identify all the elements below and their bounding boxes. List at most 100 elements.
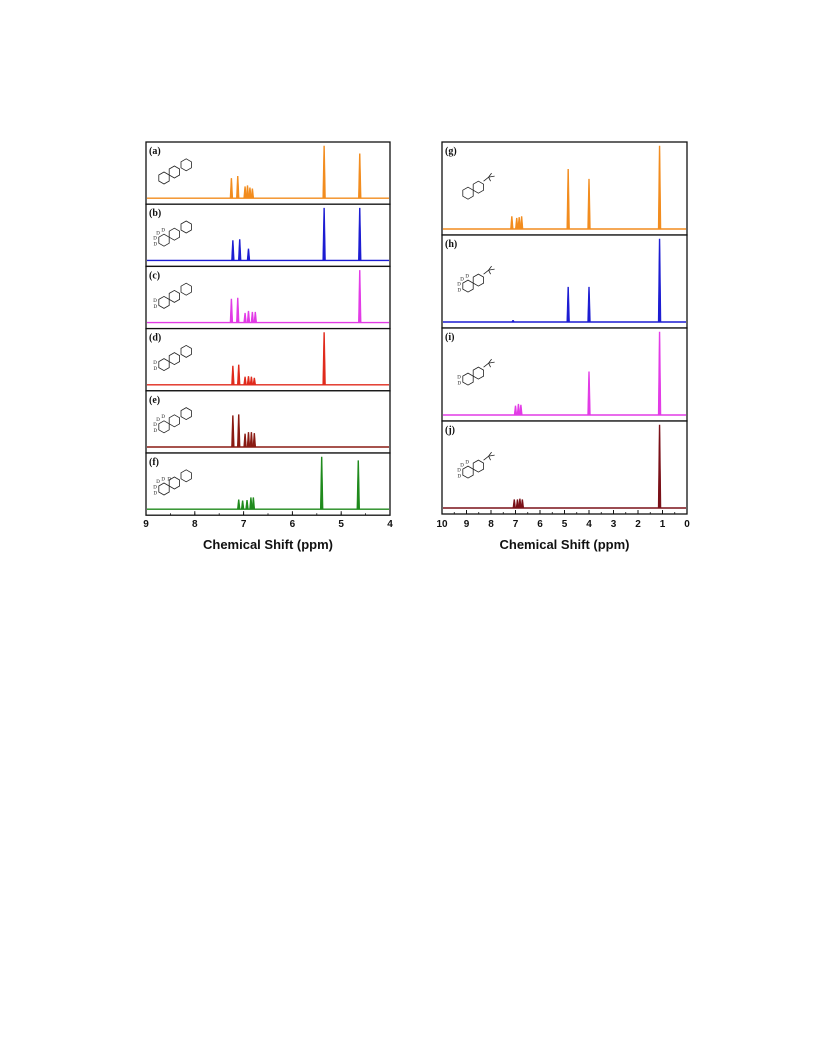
deuterium-label: D bbox=[154, 491, 158, 496]
x-axis-title: Chemical Shift (ppm) bbox=[499, 537, 629, 552]
deuterium-label: D bbox=[153, 423, 157, 428]
spectrum-peak bbox=[231, 365, 235, 385]
panel-frame bbox=[145, 203, 391, 268]
deuterium-label: D bbox=[161, 229, 165, 234]
spectrum-peak bbox=[236, 175, 240, 199]
spectrum-peak bbox=[245, 500, 249, 510]
spectrum-peak bbox=[517, 217, 521, 230]
deuterium-label: D bbox=[457, 469, 461, 474]
x-tick-label: 6 bbox=[290, 519, 296, 530]
spectrum-peak bbox=[249, 432, 254, 448]
spectrum-peak bbox=[510, 216, 514, 230]
deuterium-label: D bbox=[153, 485, 157, 490]
panel-label: (a) bbox=[149, 146, 161, 157]
spectrum-peak bbox=[229, 298, 234, 323]
spectrum-peak bbox=[322, 207, 326, 261]
spectrum-peak bbox=[246, 432, 251, 448]
spectrum-peak bbox=[229, 178, 234, 199]
spectrum-peak bbox=[252, 377, 257, 385]
panel-frame bbox=[145, 265, 391, 330]
panel-label: (h) bbox=[445, 239, 457, 250]
x-tick-label: 7 bbox=[513, 519, 519, 530]
panel-label: (b) bbox=[149, 208, 161, 219]
deuterium-label: D bbox=[161, 415, 165, 420]
deuterium-label: D bbox=[156, 480, 160, 485]
x-tick-label: 8 bbox=[192, 519, 198, 530]
spectrum-panel: (i) DD bbox=[441, 327, 688, 422]
deuterium-label: D bbox=[167, 478, 171, 483]
spectrum-peak bbox=[243, 312, 247, 323]
spectrum-peak bbox=[516, 403, 521, 416]
x-tick-label: 7 bbox=[241, 519, 247, 530]
deuterium-label: D bbox=[156, 418, 160, 423]
panel-frame bbox=[441, 420, 688, 515]
spectrum-peak bbox=[249, 376, 254, 385]
spectrum-peak bbox=[237, 414, 241, 448]
spectrum-peak bbox=[253, 311, 258, 323]
x-tick-label: 3 bbox=[611, 519, 617, 530]
panel-frame bbox=[145, 452, 391, 516]
spectrum-peak bbox=[657, 331, 662, 416]
deuterium-label: D bbox=[156, 231, 160, 236]
spectrum-peak bbox=[358, 153, 362, 199]
spectrum-peak bbox=[657, 145, 662, 230]
spectrum-peak bbox=[250, 188, 255, 199]
spectrum-peak bbox=[237, 499, 241, 510]
spectrum-peak bbox=[248, 187, 252, 199]
spectrum-peak bbox=[237, 364, 241, 385]
spectrum-peak bbox=[246, 310, 251, 323]
spectrum-peak bbox=[322, 145, 326, 199]
deuterium-label: D bbox=[458, 475, 462, 480]
x-tick-label: 4 bbox=[586, 519, 592, 530]
deuterium-label: D bbox=[153, 361, 157, 366]
deuterium-label: D bbox=[457, 376, 461, 381]
spectrum-peak bbox=[250, 311, 255, 323]
spectrum-peak bbox=[243, 433, 247, 448]
spectrum-peak bbox=[587, 371, 591, 416]
panel-frame bbox=[441, 234, 688, 329]
spectrum-peak bbox=[566, 286, 570, 323]
spectrum-peak bbox=[245, 185, 250, 199]
spectrum-peak bbox=[587, 286, 591, 323]
deuterium-label: D bbox=[154, 367, 158, 372]
spectrum-peak bbox=[249, 497, 253, 510]
spectrum-peak bbox=[515, 217, 519, 230]
deuterium-label: D bbox=[154, 305, 158, 310]
spectrum-peak bbox=[243, 376, 247, 385]
panel-label: (f) bbox=[149, 457, 159, 468]
molecule-structure-icon bbox=[158, 158, 192, 185]
x-tick-label: 4 bbox=[387, 519, 393, 530]
spectrum-peak bbox=[566, 168, 570, 230]
spectrum-peak bbox=[520, 499, 525, 509]
panel-label: (c) bbox=[149, 270, 160, 281]
spectrum-peak bbox=[246, 376, 251, 385]
x-tick-label: 10 bbox=[436, 519, 448, 530]
panel-label: (i) bbox=[445, 332, 454, 343]
x-tick-label: 6 bbox=[537, 519, 543, 530]
panel-frame bbox=[145, 327, 391, 392]
deuterium-label: D bbox=[460, 277, 464, 282]
spectrum-peak bbox=[243, 186, 247, 199]
molecule-structure-icon bbox=[462, 172, 495, 200]
spectrum-peak bbox=[319, 456, 324, 510]
spectrum-panel: (g) bbox=[441, 141, 688, 236]
spectrum-peak bbox=[657, 424, 662, 509]
x-tick-label: 5 bbox=[562, 519, 568, 530]
x-tick-label: 9 bbox=[464, 519, 470, 530]
deuterium-label: D bbox=[458, 289, 462, 294]
spectrum-peak bbox=[322, 332, 326, 385]
deuterium-label: D bbox=[465, 461, 469, 466]
spectrum-peak bbox=[356, 460, 360, 510]
spectrum-peak bbox=[231, 415, 235, 448]
